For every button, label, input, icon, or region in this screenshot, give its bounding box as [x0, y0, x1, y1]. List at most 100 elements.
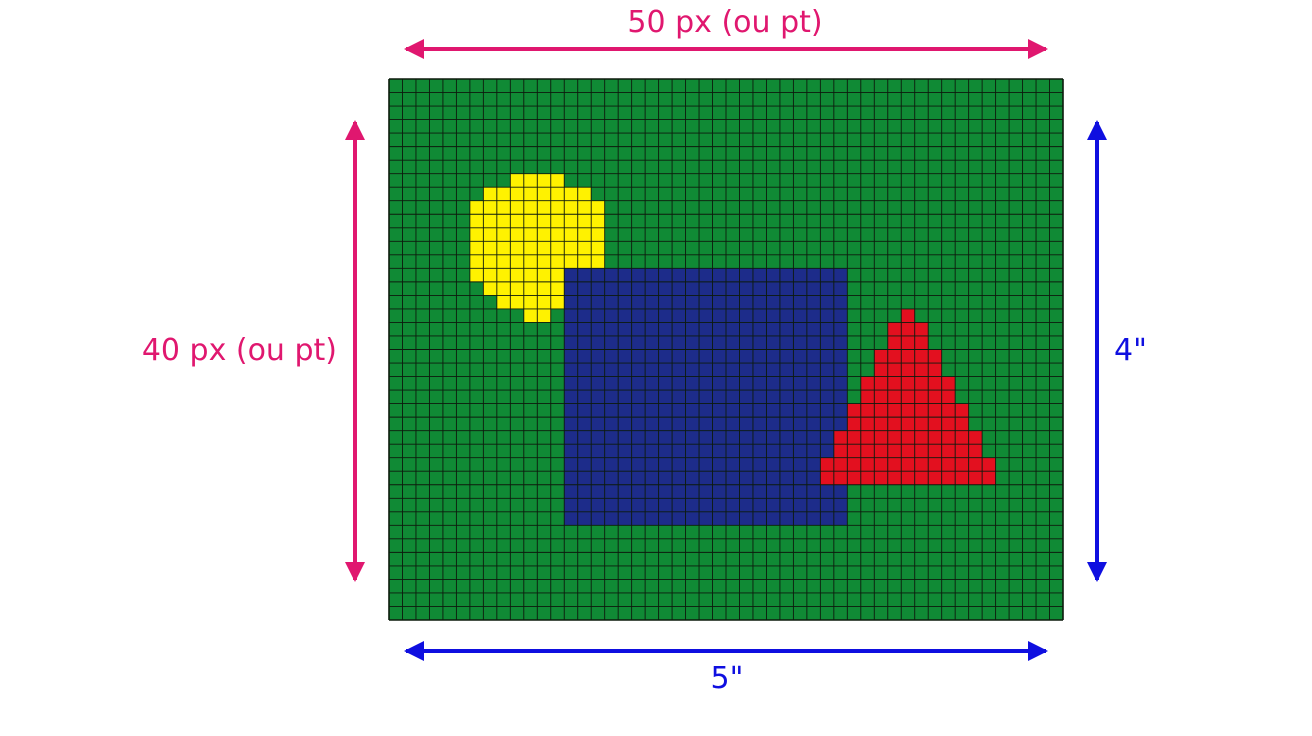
- square-pixel: [726, 403, 740, 418]
- square-pixel: [820, 430, 834, 445]
- square-pixel: [564, 471, 578, 485]
- square-pixel: [712, 417, 727, 431]
- circle-pixel: [550, 268, 565, 283]
- square-pixel: [699, 308, 713, 323]
- square-pixel: [618, 403, 632, 418]
- square-pixel: [618, 268, 632, 283]
- square-pixel: [766, 511, 781, 526]
- triangle-pixel: [901, 335, 915, 350]
- square-pixel: [604, 457, 619, 472]
- triangle-pixel: [901, 444, 915, 458]
- square-pixel: [726, 308, 740, 323]
- circle-pixel: [537, 200, 551, 215]
- triangle-pixel: [887, 403, 902, 418]
- circle-pixel: [523, 295, 538, 310]
- square-pixel: [658, 498, 673, 512]
- circle-pixel: [591, 200, 605, 215]
- triangle-pixel: [860, 457, 875, 472]
- square-pixel: [685, 471, 700, 485]
- triangle-pixel: [901, 403, 915, 418]
- square-pixel: [699, 335, 713, 350]
- triangle-pixel: [928, 471, 942, 485]
- circle-pixel: [550, 227, 565, 242]
- square-pixel: [779, 268, 794, 283]
- square-pixel: [658, 308, 673, 323]
- square-pixel: [820, 335, 834, 350]
- square-pixel: [672, 376, 686, 391]
- square-pixel: [645, 281, 659, 296]
- triangle-pixel: [955, 471, 969, 485]
- square-pixel: [645, 471, 659, 485]
- square-pixel: [577, 471, 592, 485]
- circle-pixel: [510, 227, 524, 242]
- square-pixel: [739, 444, 754, 458]
- square-pixel: [712, 484, 727, 499]
- square-pixel: [712, 498, 727, 512]
- triangle-pixel: [887, 322, 902, 337]
- circle-pixel: [510, 187, 524, 201]
- circle-pixel: [510, 268, 524, 283]
- square-pixel: [658, 430, 673, 445]
- triangle-pixel: [847, 430, 861, 445]
- square-pixel: [564, 376, 578, 391]
- triangle-pixel: [914, 471, 929, 485]
- square-pixel: [631, 457, 646, 472]
- square-pixel: [726, 430, 740, 445]
- height-inch-label: 4": [1114, 333, 1147, 368]
- square-pixel: [577, 322, 592, 337]
- square-pixel: [779, 417, 794, 431]
- square-pixel: [685, 268, 700, 283]
- square-pixel: [618, 457, 632, 472]
- square-pixel: [820, 281, 834, 296]
- square-pixel: [591, 322, 605, 337]
- square-pixel: [591, 511, 605, 526]
- square-pixel: [820, 498, 834, 512]
- square-pixel: [726, 444, 740, 458]
- square-pixel: [833, 417, 848, 431]
- circle-pixel: [550, 187, 565, 201]
- square-pixel: [672, 281, 686, 296]
- square-pixel: [806, 376, 821, 391]
- square-pixel: [766, 268, 781, 283]
- triangle-pixel: [914, 390, 929, 404]
- circle-pixel: [550, 173, 565, 188]
- triangle-pixel: [887, 457, 902, 472]
- square-pixel: [577, 335, 592, 350]
- square-pixel: [752, 322, 767, 337]
- square-pixel: [618, 498, 632, 512]
- square-pixel: [699, 268, 713, 283]
- triangle-pixel: [914, 322, 929, 337]
- square-pixel: [820, 295, 834, 310]
- square-pixel: [604, 444, 619, 458]
- square-pixel: [645, 444, 659, 458]
- triangle-pixel: [901, 417, 915, 431]
- square-pixel: [739, 349, 754, 364]
- square-pixel: [806, 457, 821, 472]
- triangle-pixel: [928, 417, 942, 431]
- square-pixel: [833, 268, 848, 283]
- circle-pixel: [523, 200, 538, 215]
- square-pixel: [645, 349, 659, 364]
- square-pixel: [685, 403, 700, 418]
- square-pixel: [793, 484, 808, 499]
- circle-pixel: [496, 187, 511, 201]
- square-pixel: [564, 322, 578, 337]
- square-pixel: [577, 484, 592, 499]
- triangle-pixel: [887, 417, 902, 431]
- square-pixel: [833, 349, 848, 364]
- square-pixel: [658, 471, 673, 485]
- circle-pixel: [564, 187, 578, 201]
- square-pixel: [793, 471, 808, 485]
- square-pixel: [577, 403, 592, 418]
- triangle-pixel: [982, 457, 996, 472]
- triangle-pixel: [941, 390, 956, 404]
- square-pixel: [833, 322, 848, 337]
- square-pixel: [726, 484, 740, 499]
- circle-pixel: [577, 214, 592, 228]
- square-pixel: [564, 444, 578, 458]
- square-pixel: [564, 295, 578, 310]
- square-pixel: [631, 268, 646, 283]
- square-pixel: [631, 281, 646, 296]
- circle-pixel: [564, 254, 578, 269]
